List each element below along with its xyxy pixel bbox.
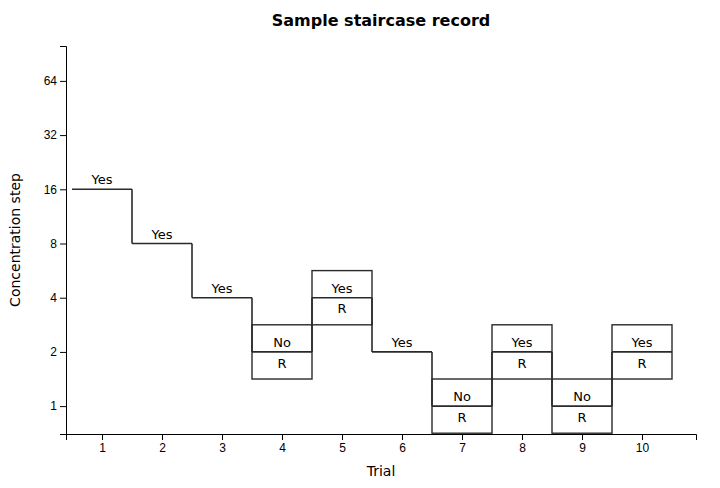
tick-label: 16 bbox=[44, 183, 58, 197]
tick-label: 4 bbox=[50, 291, 57, 305]
title: Sample staircase record bbox=[272, 11, 490, 30]
plot-area bbox=[72, 189, 672, 433]
tick: 7 bbox=[459, 434, 466, 455]
tick: 10 bbox=[636, 434, 650, 455]
response-label: Yes bbox=[331, 281, 353, 296]
tick-label: 8 bbox=[50, 237, 57, 251]
reversal-box bbox=[612, 325, 672, 379]
tick-label: 4 bbox=[279, 441, 286, 455]
tick: 16 bbox=[44, 183, 66, 197]
response-label: Yes bbox=[391, 335, 413, 350]
tick-label: 10 bbox=[636, 441, 650, 455]
step-level bbox=[192, 297, 252, 299]
response-label: Yes bbox=[211, 281, 233, 296]
tick: 6 bbox=[399, 434, 406, 455]
response-label: Yes bbox=[151, 227, 173, 242]
tick-label: 2 bbox=[50, 345, 57, 359]
tick-mark bbox=[642, 434, 643, 440]
reversal-box bbox=[312, 271, 372, 325]
reversal-label: R bbox=[517, 356, 526, 371]
tick-label: 3 bbox=[219, 441, 226, 455]
tick: 5 bbox=[339, 434, 346, 455]
tick-mark bbox=[522, 434, 523, 440]
axis-line bbox=[67, 435, 697, 441]
tick-label: 5 bbox=[339, 441, 346, 455]
tick: 3 bbox=[219, 434, 226, 455]
step-riser bbox=[131, 189, 133, 243]
x-axis: 1 2 3 4 5 6 7 8 9 10 bbox=[67, 434, 697, 455]
tick-label: 32 bbox=[44, 128, 58, 142]
tick: 32 bbox=[44, 128, 66, 142]
tick: 2 bbox=[50, 345, 66, 359]
tick-mark bbox=[102, 434, 103, 440]
tick-mark bbox=[60, 406, 66, 407]
tick: 1 bbox=[50, 399, 66, 413]
tick-mark bbox=[60, 244, 66, 245]
axis-line bbox=[60, 47, 67, 435]
y-axis: 1 2 4 8 16 32 64 bbox=[44, 47, 67, 435]
tick: 64 bbox=[44, 74, 66, 88]
tick: 4 bbox=[279, 434, 286, 455]
tick-label: 1 bbox=[50, 399, 57, 413]
tick-mark bbox=[582, 434, 583, 440]
x-axis-title: Trial bbox=[366, 463, 396, 479]
response-label: Yes bbox=[91, 172, 113, 187]
response-label: No bbox=[573, 389, 591, 404]
tick-mark bbox=[60, 135, 66, 136]
reversal-label: R bbox=[637, 356, 646, 371]
step-level bbox=[552, 405, 612, 407]
reversal-box bbox=[552, 379, 612, 433]
annotations: Yes Yes Yes No R Yes R Yes No R Yes R No R Yes R bbox=[91, 172, 653, 424]
tick: 2 bbox=[159, 434, 166, 455]
tick: 8 bbox=[519, 434, 526, 455]
tick-label: 1 bbox=[99, 441, 106, 455]
step-level bbox=[612, 351, 672, 353]
response-label: Yes bbox=[511, 335, 533, 350]
response-label: No bbox=[453, 389, 471, 404]
tick: 4 bbox=[50, 291, 66, 305]
step-level bbox=[252, 351, 312, 353]
step-level bbox=[132, 243, 192, 245]
step-level bbox=[492, 351, 552, 353]
reversal-label: R bbox=[337, 301, 346, 316]
reversal-box bbox=[492, 325, 552, 379]
tick-label: 7 bbox=[459, 441, 466, 455]
chart: 123456789101248163264YesYesYesNoRYesRYes… bbox=[0, 0, 720, 488]
reversal-label: R bbox=[277, 356, 286, 371]
tick-mark bbox=[402, 434, 403, 440]
step-level bbox=[432, 405, 492, 407]
tick-mark bbox=[60, 298, 66, 299]
tick: 8 bbox=[50, 237, 66, 251]
tick-label: 8 bbox=[519, 441, 526, 455]
tick-mark bbox=[162, 434, 163, 440]
step-riser bbox=[191, 244, 193, 298]
reversal-box bbox=[252, 325, 312, 379]
tick-label: 6 bbox=[399, 441, 406, 455]
y-axis-title: Concentration step bbox=[7, 173, 23, 307]
step-level bbox=[372, 351, 432, 353]
reversal-box bbox=[432, 379, 492, 433]
tick-label: 2 bbox=[159, 441, 166, 455]
tick: 1 bbox=[99, 434, 106, 455]
step-level bbox=[72, 189, 132, 191]
tick: 9 bbox=[579, 434, 586, 455]
tick-mark bbox=[60, 189, 66, 190]
tick-mark bbox=[222, 434, 223, 440]
reversal-label: R bbox=[577, 410, 586, 425]
tick-mark bbox=[60, 352, 66, 353]
tick-mark bbox=[282, 434, 283, 440]
response-label: Yes bbox=[631, 335, 653, 350]
tick-label: 64 bbox=[44, 74, 58, 88]
tick-mark bbox=[60, 81, 66, 82]
reversal-label: R bbox=[457, 410, 466, 425]
tick-mark bbox=[342, 434, 343, 440]
step-level bbox=[312, 297, 372, 299]
tick-mark bbox=[462, 434, 463, 440]
tick-label: 9 bbox=[579, 441, 586, 455]
response-label: No bbox=[273, 335, 291, 350]
